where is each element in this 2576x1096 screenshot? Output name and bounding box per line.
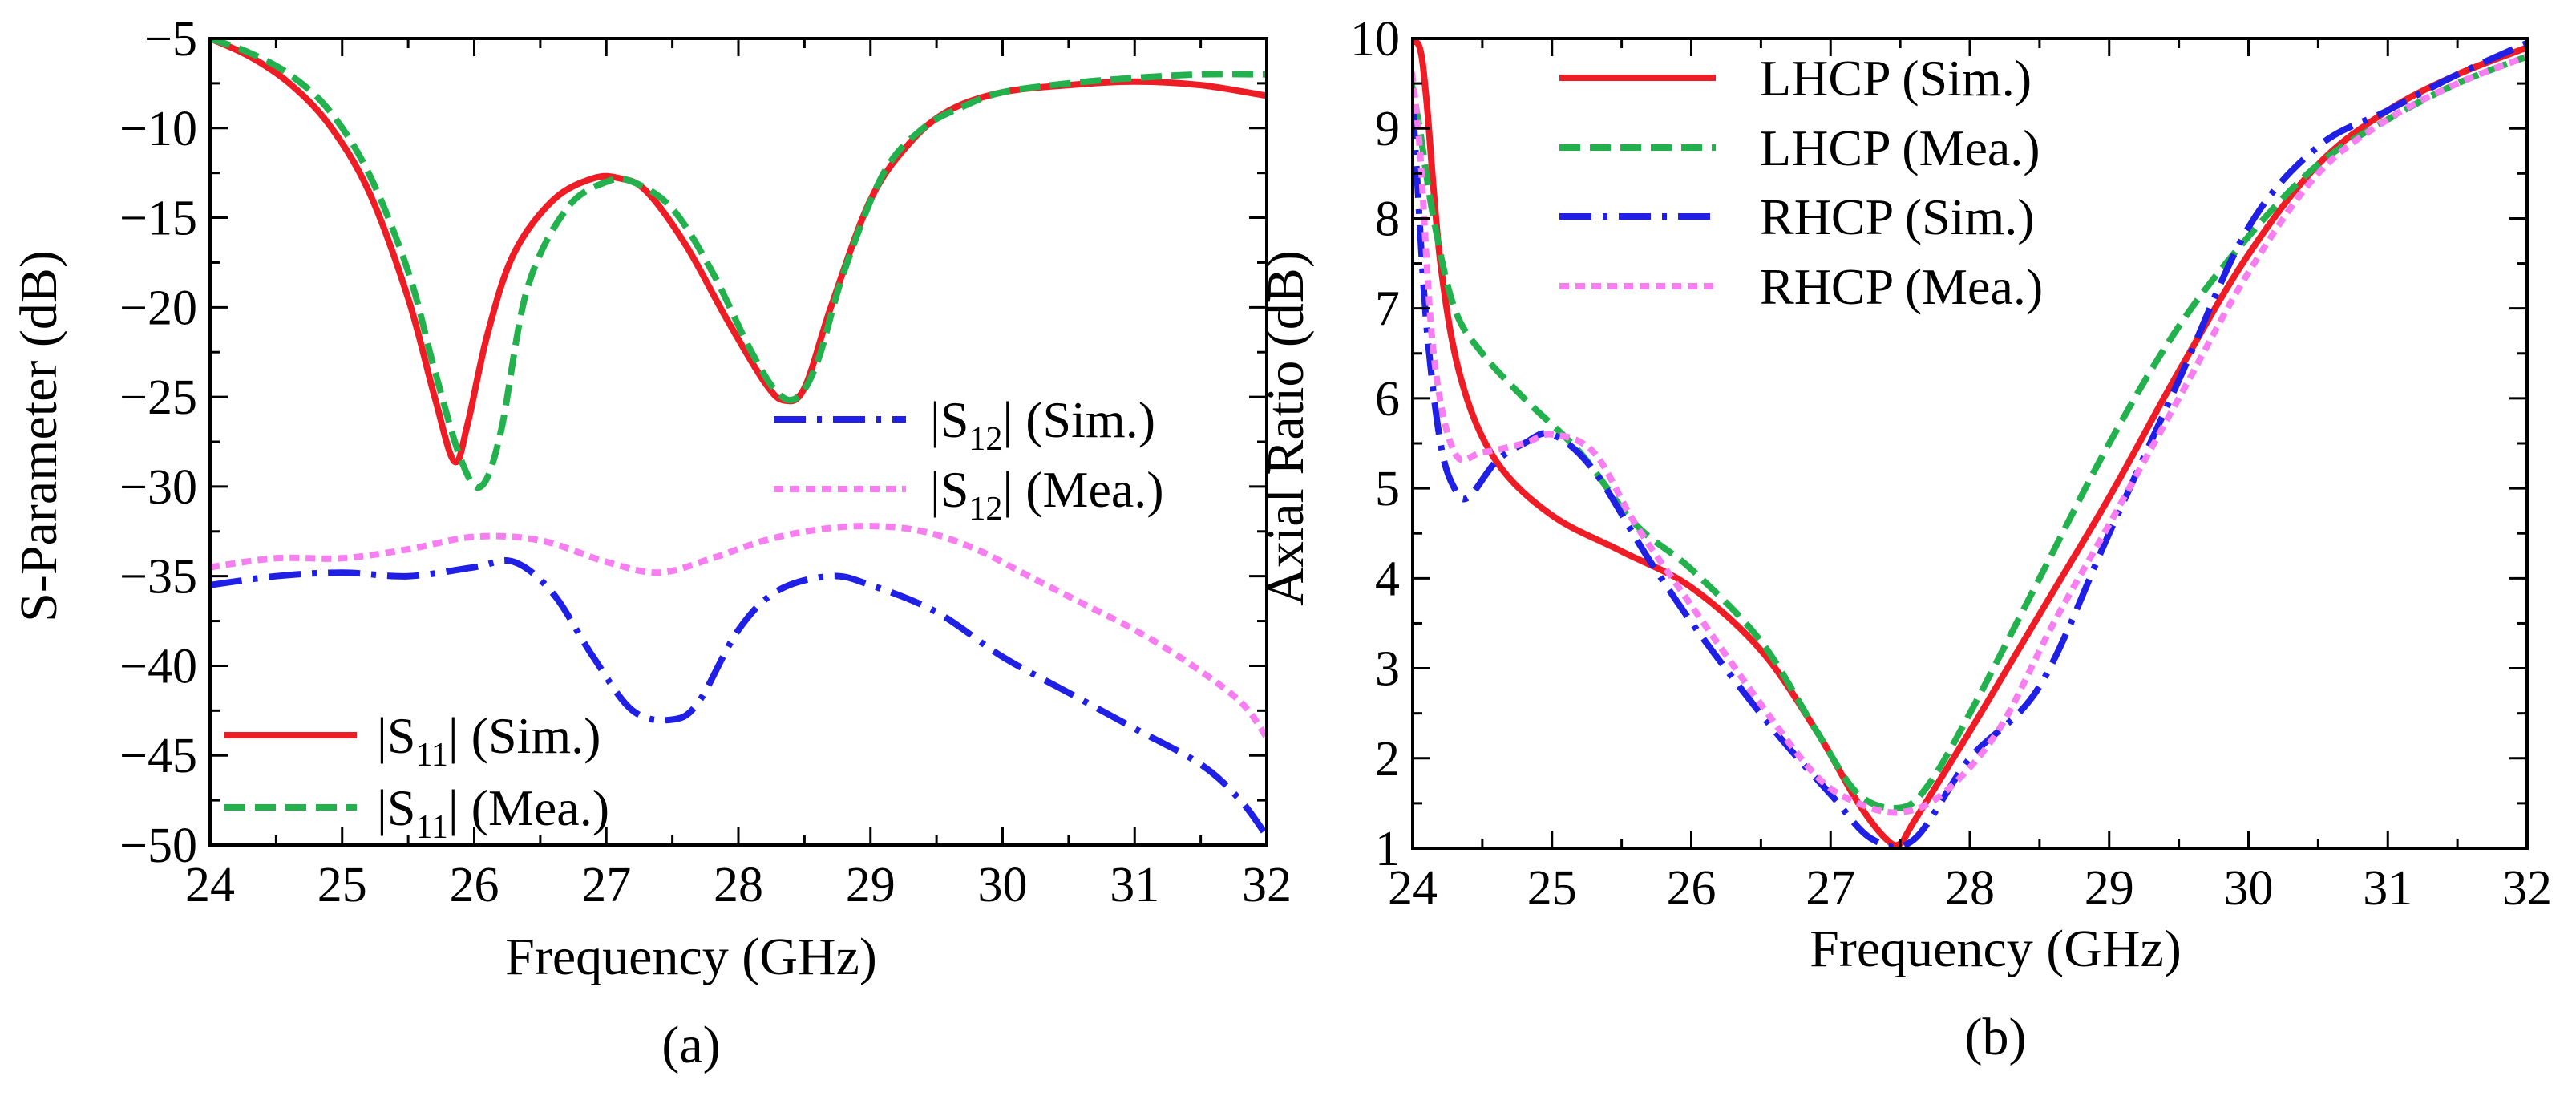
panel-a-tick-labels: 24 25 26 27 28 29 30 31 32 −5 −10 −15 −20 −25 −30 −35 −4… bbox=[119, 12, 1292, 912]
panel-b-axial-ratio: 24 25 26 27 28 29 30 31 32 1 2 3 4 5 6 7 8 9 10 Frequency … bbox=[1256, 12, 2552, 1066]
legend-label-s11-sim: |S11| (Sim.) bbox=[377, 707, 601, 774]
y-tick-label: −40 bbox=[119, 639, 197, 694]
series-line-lhcp-mea bbox=[1413, 53, 2527, 811]
x-tick-label: 29 bbox=[846, 858, 896, 912]
y-tick-label: −15 bbox=[119, 192, 197, 246]
y-tick-label: −25 bbox=[119, 370, 197, 425]
panel-b-frame bbox=[1411, 37, 2529, 850]
x-tick-label: 32 bbox=[1242, 858, 1292, 912]
y-tick-label: −30 bbox=[119, 460, 197, 515]
y-tick-label: 6 bbox=[1375, 372, 1400, 427]
legend-label-lhcp-sim: LHCP (Sim.) bbox=[1760, 50, 2032, 107]
x-tick-label: 28 bbox=[714, 858, 763, 912]
x-tick-label: 27 bbox=[1806, 861, 1855, 916]
panel-a-frame bbox=[208, 37, 1268, 847]
panel-a-legend-top: |S12| (Sim.) |S12| (Mea.) bbox=[774, 391, 1164, 528]
x-tick-label: 26 bbox=[1667, 861, 1717, 916]
panel-b-tick-labels: 24 25 26 27 28 29 30 31 32 1 2 3 4 5 6 7 8 9 10 bbox=[1350, 12, 2552, 916]
y-tick-label: 5 bbox=[1375, 462, 1400, 516]
legend-label-rhcp-mea: RHCP (Mea.) bbox=[1760, 258, 2043, 315]
y-tick-label: −50 bbox=[119, 819, 197, 873]
series-line-s11-mea bbox=[210, 38, 1267, 491]
panel-a-s-parameter: 24 25 26 27 28 29 30 31 32 −5 −10 −15 −20 −25 −30 −35 −4… bbox=[10, 12, 1292, 1074]
x-tick-label: 30 bbox=[978, 858, 1028, 912]
y-tick-label: −5 bbox=[144, 12, 197, 67]
legend-label-s11-mea: |S11| (Mea.) bbox=[377, 779, 609, 846]
panel-b-x-axis-label: Frequency (GHz) bbox=[1810, 920, 2182, 978]
x-tick-label: 32 bbox=[2502, 861, 2552, 916]
x-tick-label: 25 bbox=[317, 858, 367, 912]
y-tick-label: 7 bbox=[1375, 282, 1400, 337]
x-tick-label: 31 bbox=[2363, 861, 2412, 916]
panel-b-lines bbox=[1413, 38, 2527, 848]
y-tick-label: −35 bbox=[119, 550, 197, 605]
panel-b-legend: LHCP (Sim.) LHCP (Mea.) RHCP (Sim.) RHCP… bbox=[1559, 50, 2043, 315]
legend-label-s12-sim: |S12| (Sim.) bbox=[930, 391, 1155, 458]
series-line-rhcp-mea bbox=[1413, 53, 2527, 816]
y-tick-label: 9 bbox=[1375, 102, 1400, 156]
x-tick-label: 26 bbox=[450, 858, 499, 912]
y-tick-label: −20 bbox=[119, 281, 197, 335]
series-line-lhcp-sim bbox=[1413, 38, 2527, 848]
x-tick-label: 30 bbox=[2224, 861, 2274, 916]
x-tick-label: 24 bbox=[185, 858, 235, 912]
y-tick-label: 2 bbox=[1375, 732, 1400, 787]
x-tick-label: 28 bbox=[1945, 861, 1995, 916]
x-tick-label: 25 bbox=[1527, 861, 1577, 916]
legend-label-rhcp-sim: RHCP (Sim.) bbox=[1760, 188, 2035, 245]
series-line-s12-mea bbox=[210, 523, 1267, 740]
panel-a-label: (a) bbox=[661, 1016, 720, 1074]
legend-label-lhcp-mea: LHCP (Mea.) bbox=[1760, 119, 2040, 176]
x-tick-label: 29 bbox=[2085, 861, 2134, 916]
panel-b-y-axis-label: Axial Ratio (dB) bbox=[1256, 250, 1315, 606]
y-tick-label: 1 bbox=[1375, 822, 1400, 876]
panel-b-label: (b) bbox=[1965, 1008, 2027, 1066]
legend-label-s12-mea: |S12| (Mea.) bbox=[930, 461, 1164, 528]
panel-a-y-axis-label: S-Parameter (dB) bbox=[10, 250, 68, 622]
y-tick-label: −45 bbox=[119, 729, 197, 783]
x-tick-label: 31 bbox=[1110, 858, 1159, 912]
series-line-s12-sim bbox=[210, 557, 1267, 839]
y-tick-label: −10 bbox=[119, 102, 197, 156]
x-tick-label: 27 bbox=[581, 858, 631, 912]
y-tick-label: 4 bbox=[1375, 552, 1400, 606]
x-tick-label: 24 bbox=[1388, 861, 1438, 916]
panel-a-x-axis-label: Frequency (GHz) bbox=[505, 928, 877, 986]
y-tick-label: 8 bbox=[1375, 192, 1400, 246]
panel-a-lines bbox=[210, 38, 1267, 839]
y-tick-label: 3 bbox=[1375, 642, 1400, 697]
y-tick-label: 10 bbox=[1350, 12, 1400, 67]
panel-a-legend-bottom: |S11| (Sim.) |S11| (Mea.) bbox=[224, 707, 609, 846]
